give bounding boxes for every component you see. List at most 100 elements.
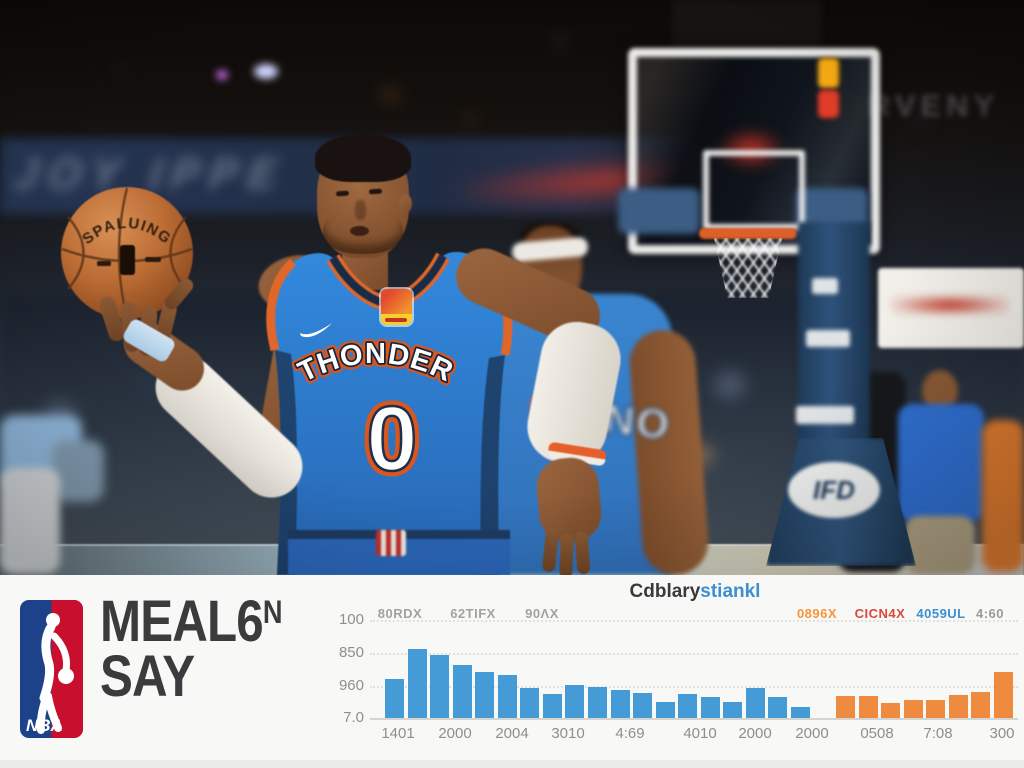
- svg-text:NBA: NBA: [26, 716, 63, 735]
- chart-bar: [475, 672, 495, 718]
- bar-chart-plot: 100 850 960 7.0 1401 2000 2004 3010 4:69 4010 2000…: [320, 575, 1024, 768]
- person-blue-polo-pants: [905, 516, 975, 574]
- player-eye: [368, 188, 383, 195]
- chart-bar: [768, 697, 788, 718]
- x-tick-label: 2000: [738, 725, 772, 742]
- column-label: 80RDX: [377, 606, 423, 621]
- hoop-truss: [672, 0, 822, 50]
- player-left-hand: [534, 455, 604, 545]
- chart-bar: [903, 700, 923, 718]
- chart-bar: [520, 688, 540, 718]
- gridline: [370, 718, 1018, 720]
- basket-net: [713, 238, 783, 298]
- stanchion-logo-text: IFD: [813, 474, 855, 505]
- chart-bar: [542, 694, 562, 718]
- x-tick-label: 2000: [795, 725, 829, 742]
- player-eye: [335, 190, 350, 197]
- x-tick-label: 4010: [683, 725, 717, 742]
- svg-text:0: 0: [366, 388, 417, 490]
- chart-bar: [723, 702, 743, 718]
- column-label: 90ΛX: [525, 606, 559, 621]
- stanchion-label: [806, 330, 850, 347]
- x-tick-label: 2000: [438, 725, 472, 742]
- chart-title-dark: Cdblary: [629, 581, 701, 602]
- chart-bar: [700, 697, 720, 718]
- chart-bar: [971, 692, 991, 718]
- gridline: [370, 620, 1018, 622]
- arena-signage-text: RVENY: [868, 88, 1000, 123]
- wordmark-sup: N: [262, 594, 283, 630]
- panel-bottom-strip: [0, 760, 1024, 768]
- jersey-swoosh-icon: [300, 323, 332, 338]
- shorts-logo-patch: [376, 530, 406, 556]
- jersey-wordmark-arch: THONDER THONDER THONDER: [292, 334, 460, 393]
- crowd-figure: [52, 440, 104, 502]
- x-tick-label: 1401: [381, 725, 415, 742]
- chart-bar: [678, 694, 698, 718]
- x-tick-label: 0508: [860, 725, 894, 742]
- chart-title-blue: stiankl: [700, 581, 761, 602]
- legend-label: 4059UL: [916, 606, 966, 621]
- chart-bar: [858, 696, 878, 718]
- panel-wordmark: MEAL6N SAY: [100, 589, 283, 709]
- x-tick-label: 300: [989, 725, 1015, 742]
- jersey-number: 0 0: [361, 383, 423, 491]
- stanchion-label: [796, 406, 854, 424]
- white-light-glow: [254, 64, 278, 79]
- x-tick-label: 7:08: [923, 725, 953, 742]
- purple-light-dot: [216, 70, 228, 80]
- person-blue-polo: [898, 404, 984, 522]
- wordmark-line1: MEAL6N: [100, 589, 283, 654]
- ad-sign-red-text: [890, 294, 1010, 316]
- gridline: [370, 685, 1018, 688]
- svg-text:0: 0: [366, 388, 417, 490]
- chart-bar: [836, 696, 855, 718]
- x-tick-label: 3010: [551, 725, 585, 742]
- chart-bar: [610, 690, 630, 718]
- legend-label: 4:60: [975, 606, 1005, 621]
- person-orange-vest: [982, 420, 1024, 572]
- chart-bar: [926, 700, 946, 718]
- player-head: [315, 134, 412, 258]
- chart-bar: [497, 675, 517, 718]
- player-hair: [315, 134, 411, 182]
- player-nose: [355, 200, 366, 220]
- gridline: [370, 653, 1018, 655]
- patch-text-mark: [385, 318, 407, 322]
- player-finger: [559, 533, 574, 575]
- shot-clock-light-red: [818, 90, 839, 118]
- jersey-sponsor-patch: [381, 289, 412, 325]
- nba-logo: NBA: [20, 600, 83, 738]
- wordmark-line2: SAY: [100, 643, 195, 709]
- column-label: 62TIFX: [450, 606, 496, 621]
- x-tick-label: 2004: [495, 725, 529, 742]
- stanchion-label: [812, 278, 838, 294]
- ball-nba-silhouette: [97, 245, 161, 275]
- chart-bar: [745, 688, 765, 718]
- player-beard: [323, 210, 403, 254]
- courtside-ad-sign: [878, 268, 1024, 348]
- player-mouth: [350, 226, 369, 236]
- player-ear: [399, 194, 412, 213]
- backboard-padding-left: [618, 188, 700, 234]
- y-tick-label: 7.0: [343, 709, 364, 726]
- chart-bar: [655, 702, 675, 718]
- chart-bar: [565, 685, 585, 718]
- backboard-inner-square: [703, 150, 805, 230]
- chart-bar: [948, 695, 968, 718]
- chart-bar: [385, 679, 404, 718]
- legend-label: 0896X: [796, 606, 838, 621]
- chart-bar: [407, 649, 427, 718]
- nba-player-silhouette: [36, 613, 74, 734]
- x-tick-label: 4:69: [615, 725, 645, 742]
- chart-bar: [430, 655, 450, 718]
- chart-bar: [633, 693, 653, 718]
- y-tick-label: 100: [338, 611, 364, 628]
- legend-label: CICN4X: [854, 606, 906, 621]
- y-tick-label: 850: [338, 644, 364, 661]
- crowd-white-figure: [0, 468, 60, 574]
- basket-rim: [699, 228, 797, 239]
- chart-title: Cdblarystiankl: [500, 581, 890, 603]
- bar-chart: Cdblarystiankl 100 850 960 7.0 1401 2000 2004 3…: [320, 575, 1024, 768]
